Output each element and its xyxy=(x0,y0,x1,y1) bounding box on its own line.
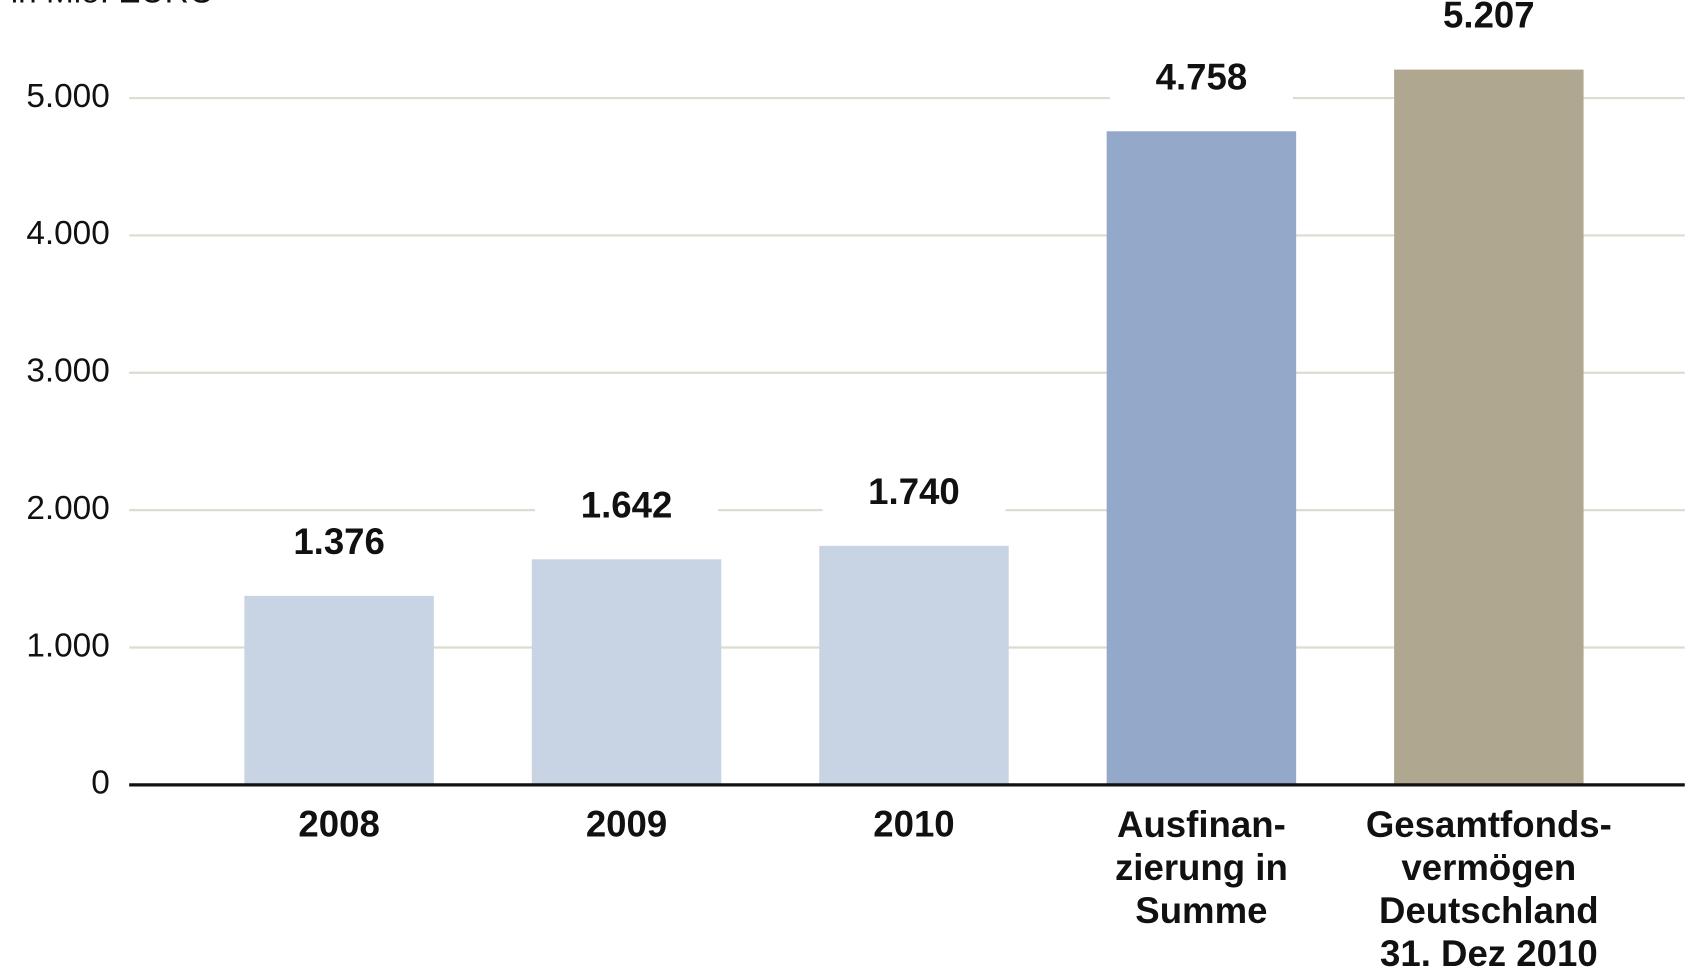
x-tick-label: Ausfinan-zierung in Summe xyxy=(1115,804,1288,931)
y-tick-label: 0 xyxy=(91,765,110,802)
value-label: 1.740 xyxy=(868,471,960,512)
bar xyxy=(244,595,434,785)
x-tick-label: 2009 xyxy=(586,804,667,845)
y-tick-label: 1.000 xyxy=(26,627,109,664)
y-tick-label: 2.000 xyxy=(26,490,109,527)
value-label-bg xyxy=(247,518,431,571)
value-label: 5.207 xyxy=(1443,0,1535,36)
value-label: 1.642 xyxy=(581,484,673,525)
y-tick-label: 4.000 xyxy=(26,215,109,252)
bar xyxy=(1106,131,1297,785)
value-label: 4.758 xyxy=(1156,56,1248,97)
value-label-bg xyxy=(822,468,1006,520)
value-label-bg xyxy=(535,481,719,534)
y-tick-label: 5.000 xyxy=(26,78,109,115)
x-tick-label: 2008 xyxy=(298,804,379,845)
value-label-bg xyxy=(1109,53,1293,106)
bar xyxy=(531,559,722,785)
bar xyxy=(819,545,1009,785)
chart-subtitle: in Mio. EURO xyxy=(11,0,215,10)
x-tick-label: 2010 xyxy=(873,804,954,845)
value-label-bg xyxy=(1397,0,1581,44)
value-label: 1.376 xyxy=(293,521,385,562)
x-tick-label: Gesamtfonds-vermögen Deutschland 31. Dez 2… xyxy=(1366,804,1612,969)
y-tick-label: 3.000 xyxy=(26,353,109,390)
bar xyxy=(1394,69,1584,785)
